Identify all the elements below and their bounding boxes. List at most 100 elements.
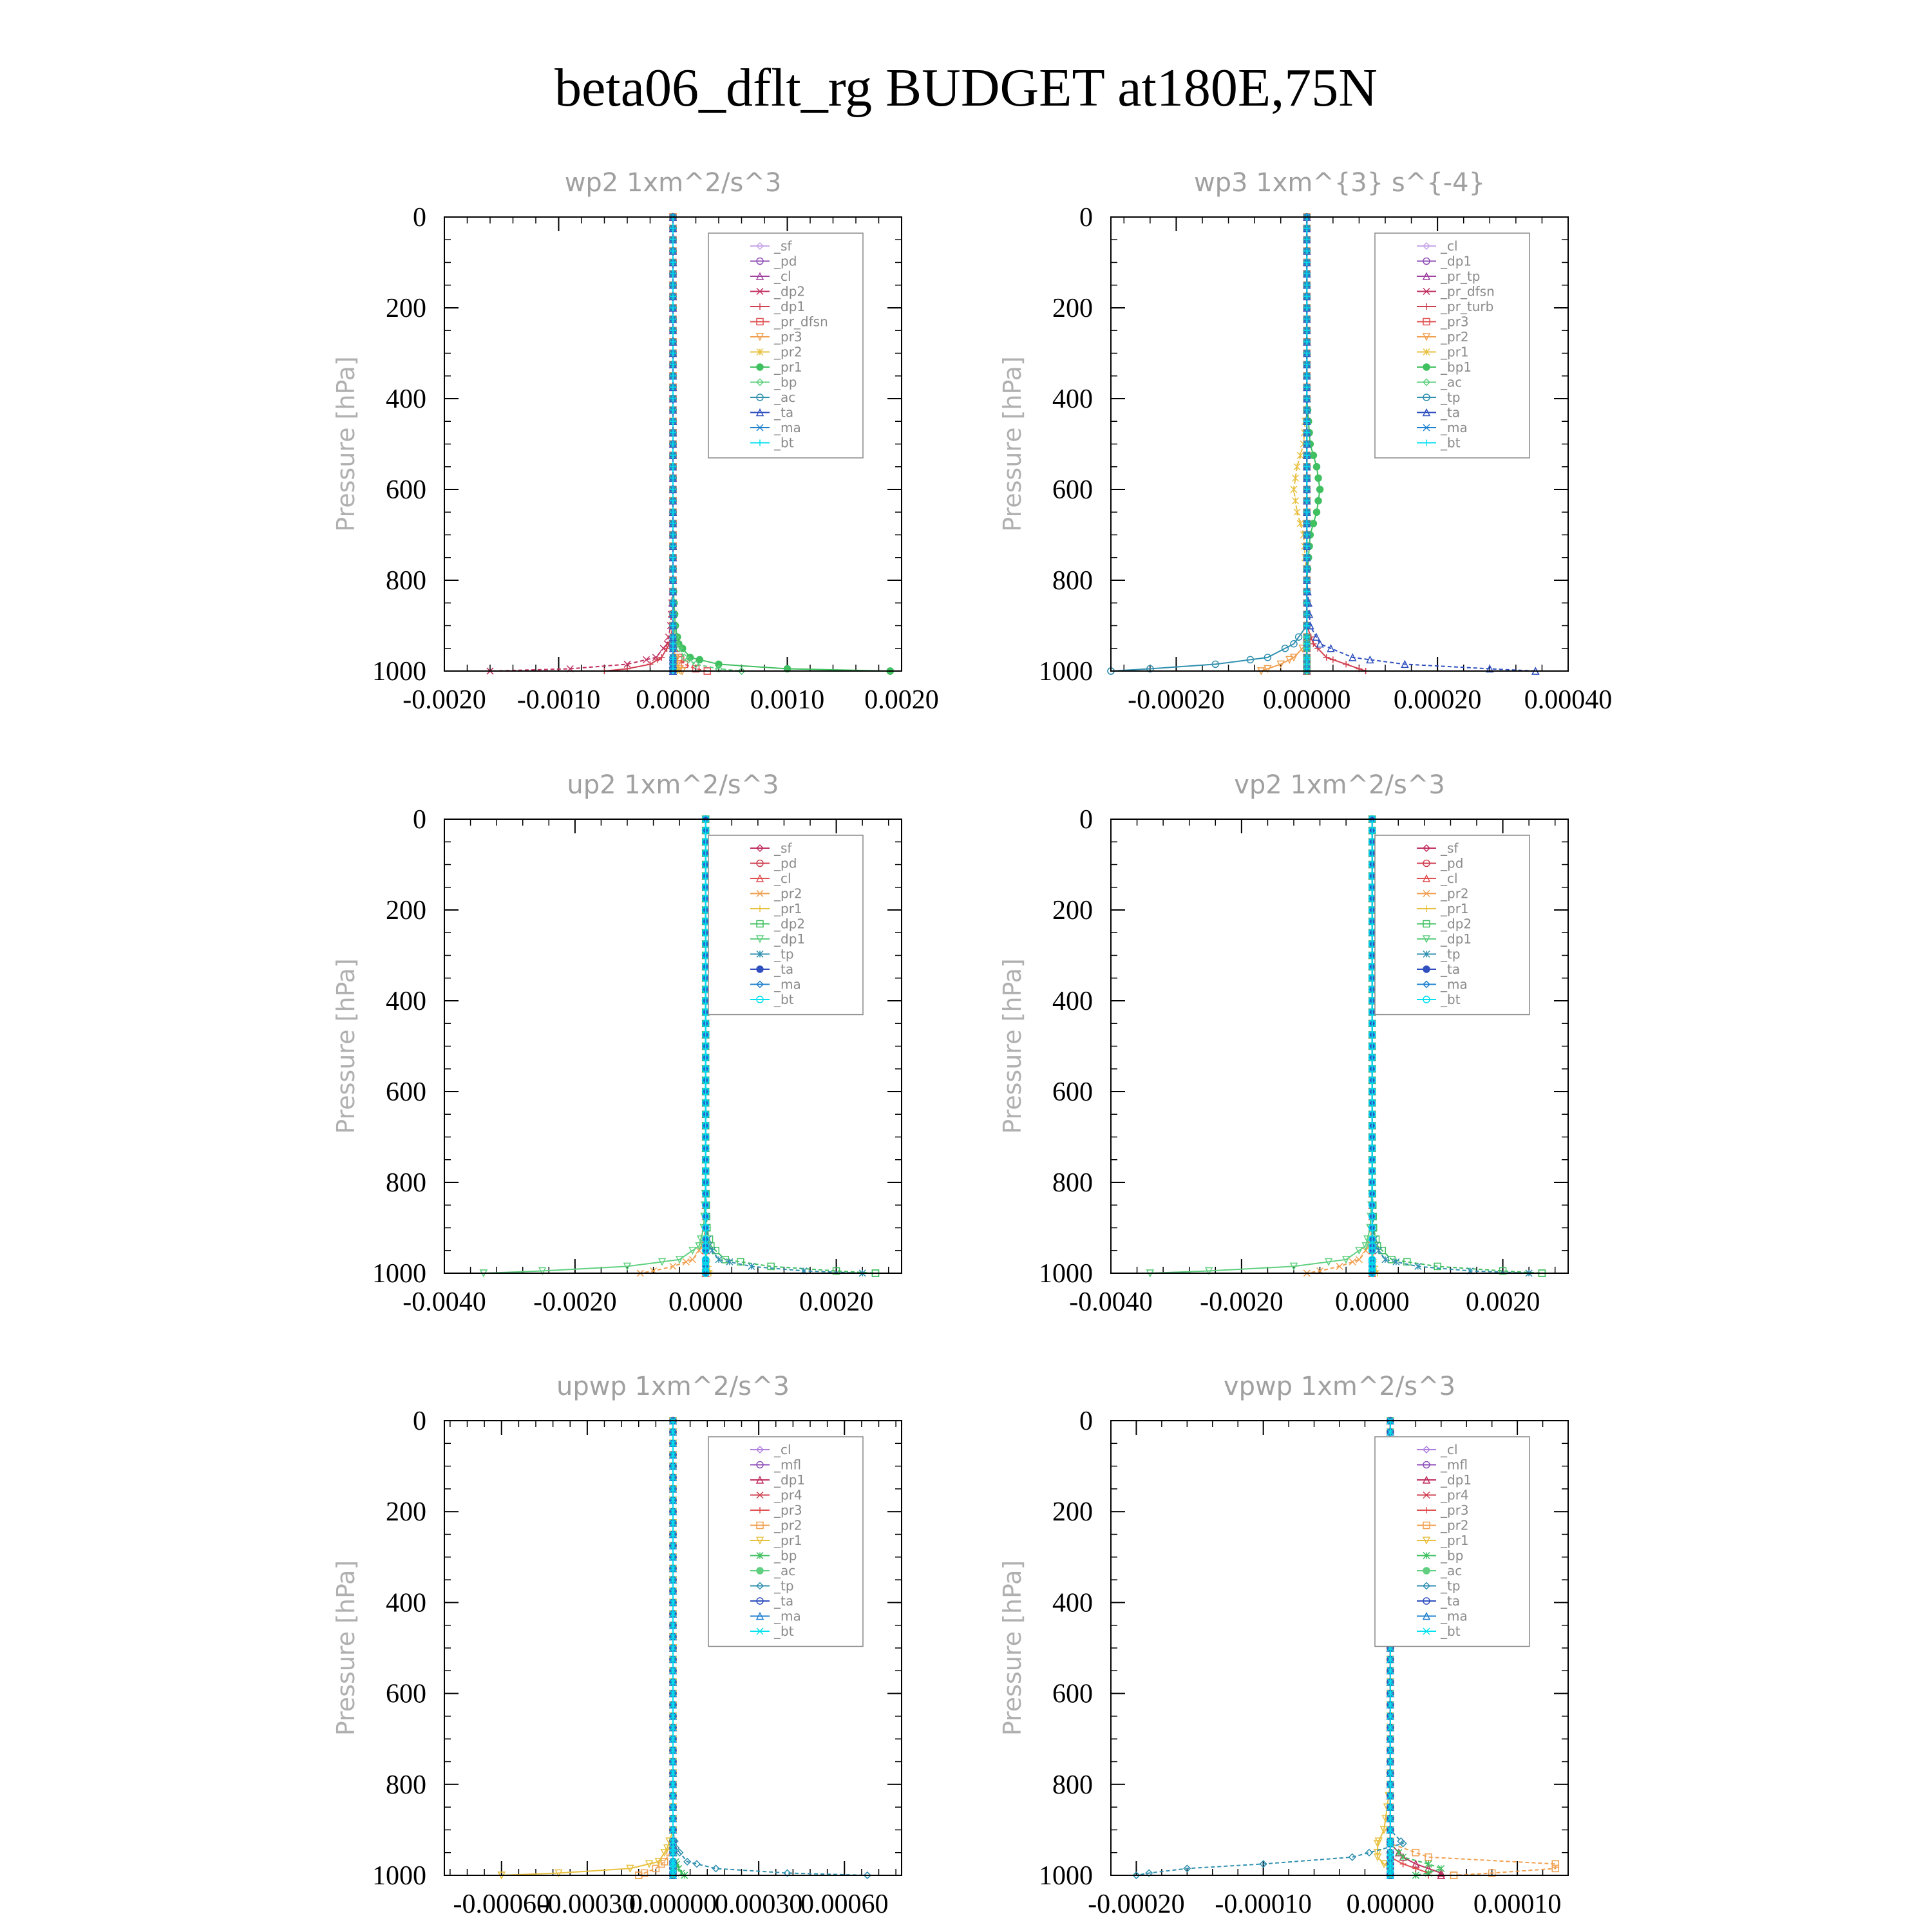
series-point xyxy=(1387,1757,1394,1766)
series-point xyxy=(1434,1262,1441,1271)
y-tick-label: 200 xyxy=(386,294,426,323)
legend: _sf_pd_cl_dp2_dp1_pr_dfsn_pr3_pr2_pr1_bp… xyxy=(708,232,864,459)
series-point xyxy=(1289,654,1298,662)
series-point xyxy=(670,270,676,278)
legend-entry: _ta xyxy=(1440,961,1460,977)
y-tick-label: 1000 xyxy=(372,1259,426,1289)
legend-entry: _pr4 xyxy=(773,1488,802,1503)
legend-entry: _sf xyxy=(1440,840,1459,856)
series-point xyxy=(670,654,676,661)
series-point xyxy=(1387,1781,1394,1788)
legend-entry: _pr_turb xyxy=(1440,299,1493,314)
x-tick-label: 0.0020 xyxy=(799,1287,874,1317)
series-point xyxy=(669,1656,677,1663)
legend-marker xyxy=(757,303,763,310)
series-point xyxy=(1368,1110,1376,1118)
y-tick-label: 400 xyxy=(386,1588,426,1618)
legend-marker xyxy=(1423,1521,1430,1530)
series-point xyxy=(1303,577,1311,583)
series-point xyxy=(645,1860,654,1869)
series-line xyxy=(501,1421,674,1876)
series-point xyxy=(1303,611,1311,618)
x-tick-label: 0.00000 xyxy=(629,1889,717,1919)
series-point xyxy=(1412,1865,1419,1872)
series-point xyxy=(640,1869,649,1877)
series-point xyxy=(670,588,676,595)
legend-entry: _ma xyxy=(773,420,801,435)
legend-marker xyxy=(1422,378,1431,386)
x-tick-label: -0.00020 xyxy=(1128,685,1225,715)
legend-marker xyxy=(755,1611,764,1620)
legend-entry: _mfl xyxy=(773,1457,801,1473)
legend-marker xyxy=(1423,287,1430,296)
legend-entry: _dp1 xyxy=(773,931,805,947)
legend-marker xyxy=(1422,1445,1431,1454)
y-tick-label: 0 xyxy=(1079,805,1093,835)
series-point xyxy=(623,1262,632,1271)
series-point xyxy=(1327,644,1335,652)
series-point xyxy=(1361,1242,1370,1251)
series-point xyxy=(1303,634,1311,641)
legend-marker xyxy=(1423,920,1430,928)
legend-marker xyxy=(755,980,764,989)
legend-marker xyxy=(1423,393,1430,401)
series-bt xyxy=(669,1417,677,1879)
series-point xyxy=(669,1735,677,1743)
x-tick-label: 0.0000 xyxy=(1335,1287,1410,1317)
legend-marker xyxy=(1423,1461,1430,1469)
legend-marker xyxy=(1423,965,1430,973)
series-point xyxy=(1399,1861,1406,1868)
series-point xyxy=(1303,440,1311,448)
legend-marker xyxy=(757,905,763,912)
legend-entry: _pr1 xyxy=(1440,901,1469,916)
y-tick-label: 1000 xyxy=(1039,657,1093,687)
series-dp1 xyxy=(601,214,676,674)
series-point xyxy=(1314,474,1322,482)
chart-panel-5: upwp 1xm^2/s^3 Pressure [hPa] -0.00060-0.0… xyxy=(332,1372,902,1919)
series-point xyxy=(669,1701,677,1709)
legend-marker xyxy=(756,317,764,326)
series-point xyxy=(658,654,665,661)
series-point xyxy=(1303,531,1311,538)
legend-entry: _pr1 xyxy=(1440,345,1469,360)
legend-marker xyxy=(1422,1582,1431,1590)
series-point xyxy=(1296,520,1304,527)
y-tick-label: 200 xyxy=(386,896,426,925)
legend-marker xyxy=(1422,874,1431,882)
legend-entry: _ta xyxy=(773,405,793,421)
x-tick-label: -0.0040 xyxy=(1069,1287,1153,1317)
series-point xyxy=(1303,384,1311,391)
series-point xyxy=(669,1463,677,1470)
x-tick-label: 0.0020 xyxy=(864,685,939,715)
series-point xyxy=(669,1587,677,1595)
y-tick-label: 800 xyxy=(1052,566,1093,596)
series-point xyxy=(669,1826,677,1833)
series-point xyxy=(670,543,676,550)
series-point xyxy=(669,1844,677,1852)
legend-entry: _bp xyxy=(1440,1548,1463,1564)
series-point xyxy=(1437,1864,1445,1872)
series-point xyxy=(1303,640,1311,647)
legend-entry: _ac xyxy=(773,1563,795,1578)
series-point xyxy=(1303,622,1311,629)
series-point xyxy=(737,667,746,676)
series-point xyxy=(669,1803,677,1811)
series-point xyxy=(701,1156,710,1164)
series-point xyxy=(670,372,676,379)
legend-entry: _ac xyxy=(1440,375,1462,390)
series-point xyxy=(669,1508,677,1515)
legend-entry: _pr3 xyxy=(1440,1502,1469,1518)
series-point xyxy=(1368,1201,1376,1209)
series-point xyxy=(670,463,676,470)
series-point xyxy=(1368,1156,1376,1164)
legend-entry: _cl xyxy=(773,1442,791,1457)
series-point xyxy=(1316,486,1324,493)
series-point xyxy=(1368,1076,1376,1084)
legend-marker xyxy=(1423,348,1430,356)
series-point xyxy=(669,1792,677,1799)
legend-entry: _pr3 xyxy=(1440,314,1469,330)
y-tick-label: 0 xyxy=(1079,203,1093,232)
legend-marker xyxy=(756,889,764,898)
series-point xyxy=(1387,1815,1394,1823)
x-tick-label: 0.0000 xyxy=(636,685,710,715)
